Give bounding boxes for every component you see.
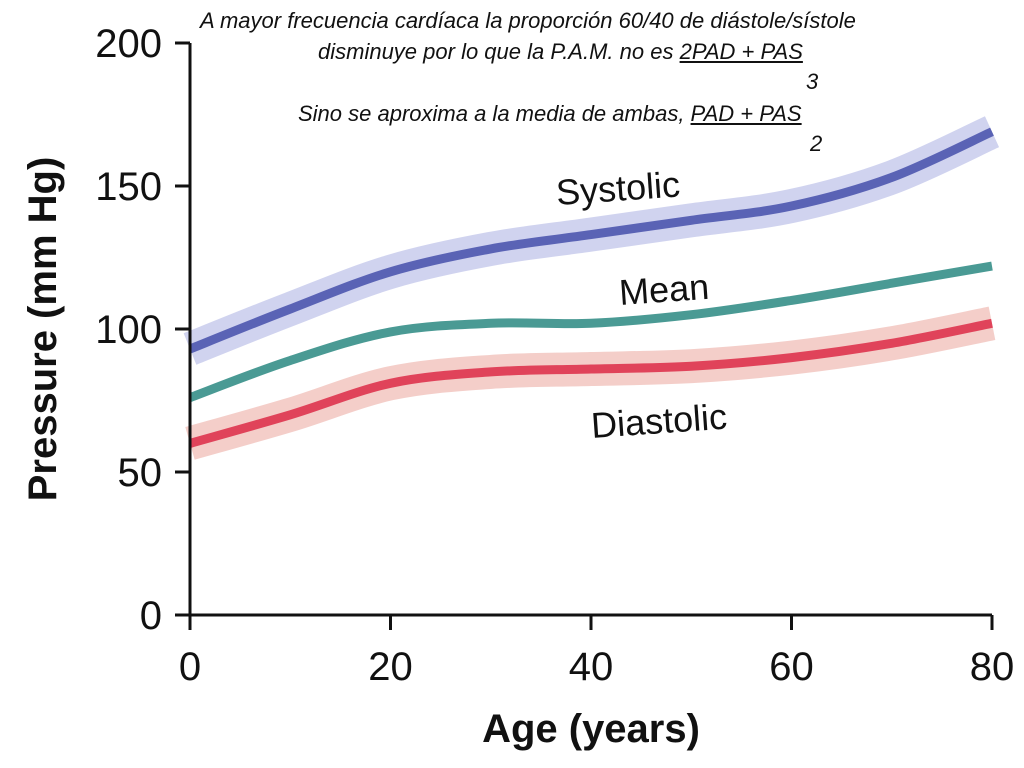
y-tick-label: 0 xyxy=(140,594,162,638)
mean-label: Mean xyxy=(618,266,711,313)
systolic-line xyxy=(188,127,994,354)
y-axis-title: Pressure (mm Hg) xyxy=(21,157,65,502)
x-tick-label: 60 xyxy=(769,645,814,689)
series-lines xyxy=(188,127,994,448)
axes xyxy=(175,43,992,630)
y-tick-label: 100 xyxy=(95,308,162,352)
systolic-band xyxy=(183,116,1000,365)
x-axis-title: Age (years) xyxy=(482,707,700,751)
ticks: 0 50 100 150 200 0 20 40 60 80 xyxy=(95,22,1014,689)
diastolic-label: Diastolic xyxy=(590,396,729,446)
y-tick-label: 50 xyxy=(118,451,163,495)
y-tick-label: 200 xyxy=(95,22,162,66)
annotation-line-3: Sino se aproxima a la media de ambas, PA… xyxy=(298,103,802,125)
x-tick-label: 0 xyxy=(179,645,201,689)
diastolic-line xyxy=(188,318,993,448)
mean-line xyxy=(188,261,993,402)
x-tick-label: 80 xyxy=(970,645,1015,689)
x-tick-label: 40 xyxy=(569,645,614,689)
annotation-line-2-numerator: 2PAD + PAS xyxy=(679,39,803,64)
y-tick-label: 150 xyxy=(95,165,162,209)
annotation-line-3-text: Sino se aproxima a la media de ambas, xyxy=(298,101,691,126)
annotation-line-2-denominator: 3 xyxy=(806,69,819,94)
annotation-line-3-denominator: 2 xyxy=(810,131,823,156)
x-tick-label: 20 xyxy=(368,645,413,689)
annotation-line-2-text: disminuye por lo que la P.A.M. no es xyxy=(318,39,680,64)
systolic-label: Systolic xyxy=(555,163,682,213)
annotation-line-2: disminuye por lo que la P.A.M. no es 2PA… xyxy=(318,41,803,63)
annotation-line-3-numerator: PAD + PAS xyxy=(690,101,802,126)
annotation-line-1: A mayor frecuencia cardíaca la proporció… xyxy=(200,8,856,33)
series-labels: Systolic Mean Diastolic xyxy=(555,163,729,446)
